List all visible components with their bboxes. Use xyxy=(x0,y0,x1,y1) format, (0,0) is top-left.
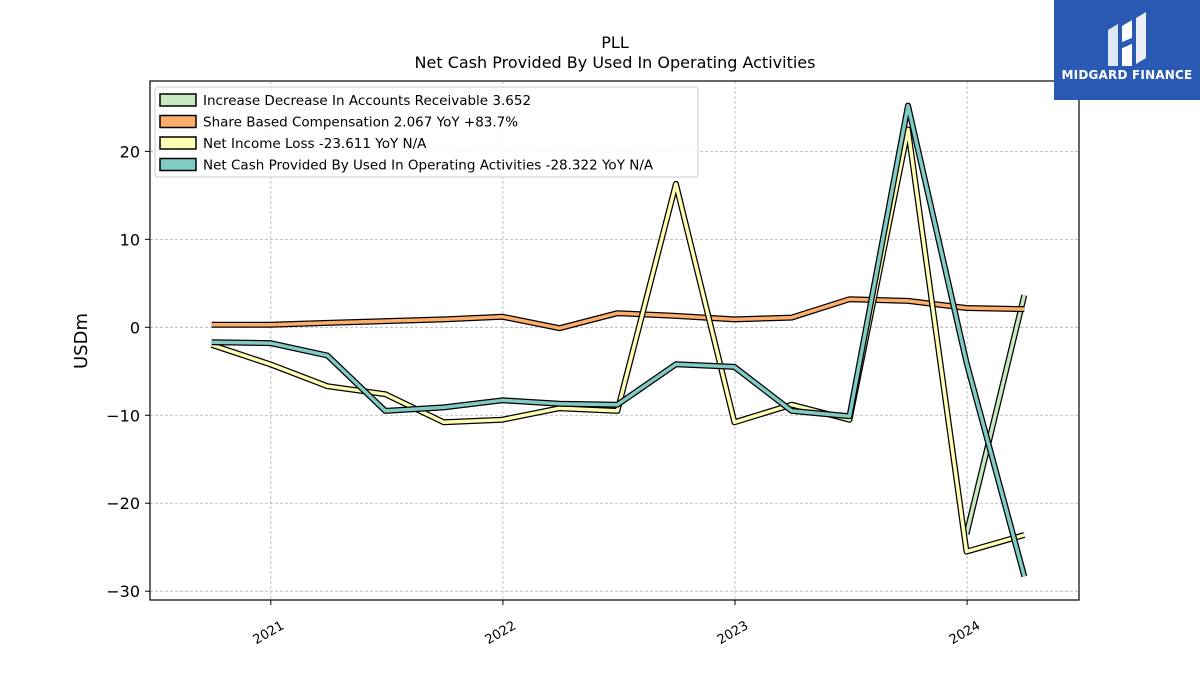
y-tick-label: 20 xyxy=(120,142,140,161)
y-axis-label: USDm xyxy=(71,313,92,369)
y-tick-label: 10 xyxy=(120,230,140,249)
legend-label-1: Increase Decrease In Accounts Receivable… xyxy=(203,93,531,109)
y-tick-label: −30 xyxy=(106,582,140,601)
brand-name: MIDGARD FINANCE xyxy=(1061,68,1193,82)
brand-logo: MIDGARD FINANCE xyxy=(1054,0,1200,100)
chart-title: PLL xyxy=(601,33,629,52)
series-line-1 xyxy=(964,294,1027,535)
legend-swatch-3 xyxy=(159,136,197,150)
x-axis-ticks: 2021 2022 2023 2024 xyxy=(251,600,983,648)
y-tick-label: 0 xyxy=(130,318,140,337)
x-tick-label: 2021 xyxy=(251,618,287,648)
y-tick-label: −10 xyxy=(106,406,140,425)
x-tick-label: 2023 xyxy=(715,618,751,648)
series-line-2 xyxy=(211,297,1025,330)
midgard-logo-icon xyxy=(1108,12,1146,66)
legend: Increase Decrease In Accounts Receivable… xyxy=(154,86,699,178)
series-outline-3 xyxy=(210,126,1026,555)
y-tick-label: −20 xyxy=(106,494,140,513)
legend-label-2: Share Based Compensation 2.067 YoY +83.7… xyxy=(203,115,518,131)
series-line-4 xyxy=(211,103,1026,577)
series-lines xyxy=(210,102,1028,578)
x-tick-label: 2024 xyxy=(947,618,983,648)
legend-swatch-1 xyxy=(159,93,197,107)
legend-label-4: Net Cash Provided By Used In Operating A… xyxy=(203,158,654,174)
series-line-3 xyxy=(211,127,1025,554)
legend-swatch-4 xyxy=(159,157,197,172)
y-axis-ticks: −30 −20 −10 0 10 20 xyxy=(106,142,150,601)
legend-box xyxy=(154,86,699,178)
chart-subtitle: Net Cash Provided By Used In Operating A… xyxy=(415,53,816,72)
legend-label-3: Net Income Loss -23.611 YoY N/A xyxy=(203,136,427,152)
legend-swatch-2 xyxy=(159,114,197,129)
plot-frame xyxy=(149,80,1080,601)
x-tick-label: 2022 xyxy=(483,618,519,648)
